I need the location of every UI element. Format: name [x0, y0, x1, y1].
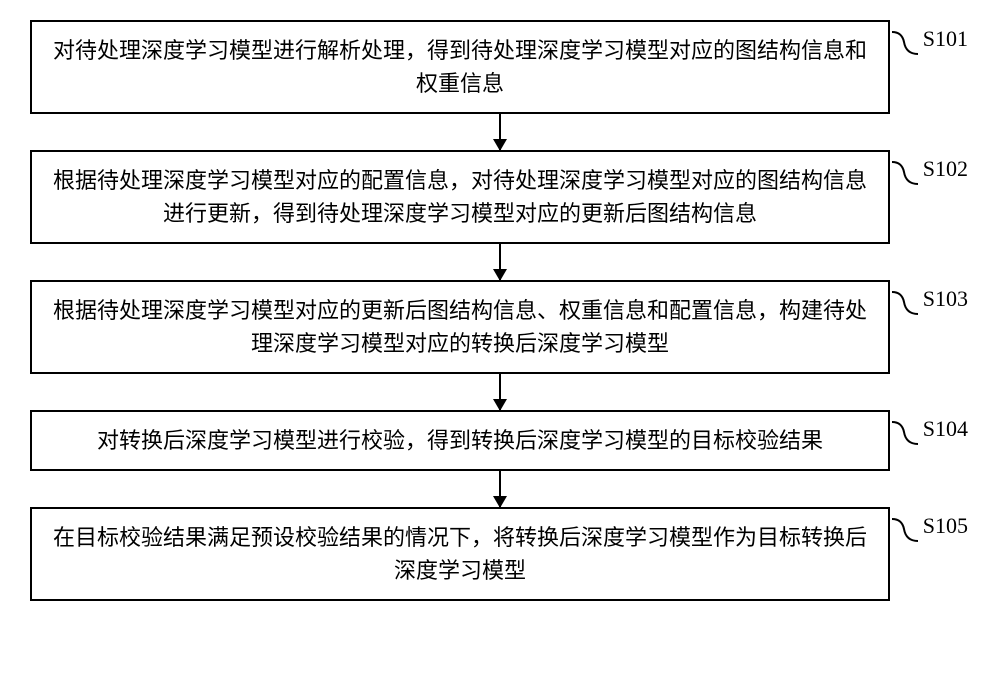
step-row: 根据待处理深度学习模型对应的更新后图结构信息、权重信息和配置信息，构建待处理深度… — [30, 280, 970, 374]
arrow-wrap — [70, 114, 930, 150]
step-label: S105 — [923, 507, 970, 539]
step-text: 对待处理深度学习模型进行解析处理，得到待处理深度学习模型对应的图结构信息和权重信… — [53, 38, 867, 96]
step-row: 对待处理深度学习模型进行解析处理，得到待处理深度学习模型对应的图结构信息和权重信… — [30, 20, 970, 114]
step-box-s101: 对待处理深度学习模型进行解析处理，得到待处理深度学习模型对应的图结构信息和权重信… — [30, 20, 890, 114]
step-text: 在目标校验结果满足预设校验结果的情况下，将转换后深度学习模型作为目标转换后深度学… — [53, 525, 867, 583]
step-row: 在目标校验结果满足预设校验结果的情况下，将转换后深度学习模型作为目标转换后深度学… — [30, 507, 970, 601]
bracket-icon — [892, 515, 920, 545]
arrow-wrap — [70, 471, 930, 507]
step-box-s105: 在目标校验结果满足预设校验结果的情况下，将转换后深度学习模型作为目标转换后深度学… — [30, 507, 890, 601]
step-text: 根据待处理深度学习模型对应的更新后图结构信息、权重信息和配置信息，构建待处理深度… — [53, 298, 867, 356]
step-label: S101 — [923, 20, 970, 52]
step-row: 根据待处理深度学习模型对应的配置信息，对待处理深度学习模型对应的图结构信息进行更… — [30, 150, 970, 244]
step-label: S104 — [923, 410, 970, 442]
step-label-wrap: S105 — [890, 507, 970, 539]
step-box-s103: 根据待处理深度学习模型对应的更新后图结构信息、权重信息和配置信息，构建待处理深度… — [30, 280, 890, 374]
step-label-wrap: S101 — [890, 20, 970, 52]
arrow-down-icon — [499, 374, 501, 410]
bracket-icon — [892, 288, 920, 318]
arrow-wrap — [70, 374, 930, 410]
step-text: 对转换后深度学习模型进行校验，得到转换后深度学习模型的目标校验结果 — [97, 428, 823, 453]
step-label-wrap: S102 — [890, 150, 970, 182]
step-label-wrap: S103 — [890, 280, 970, 312]
step-box-s104: 对转换后深度学习模型进行校验，得到转换后深度学习模型的目标校验结果 — [30, 410, 890, 471]
bracket-icon — [892, 158, 920, 188]
step-label: S102 — [923, 150, 970, 182]
step-label: S103 — [923, 280, 970, 312]
bracket-icon — [892, 418, 920, 448]
step-row: 对转换后深度学习模型进行校验，得到转换后深度学习模型的目标校验结果 S104 — [30, 410, 970, 471]
step-label-wrap: S104 — [890, 410, 970, 442]
bracket-icon — [892, 28, 920, 58]
step-box-s102: 根据待处理深度学习模型对应的配置信息，对待处理深度学习模型对应的图结构信息进行更… — [30, 150, 890, 244]
step-text: 根据待处理深度学习模型对应的配置信息，对待处理深度学习模型对应的图结构信息进行更… — [53, 168, 867, 226]
flowchart-container: 对待处理深度学习模型进行解析处理，得到待处理深度学习模型对应的图结构信息和权重信… — [30, 20, 970, 601]
arrow-down-icon — [499, 244, 501, 280]
arrow-down-icon — [499, 471, 501, 507]
arrow-wrap — [70, 244, 930, 280]
arrow-down-icon — [499, 114, 501, 150]
